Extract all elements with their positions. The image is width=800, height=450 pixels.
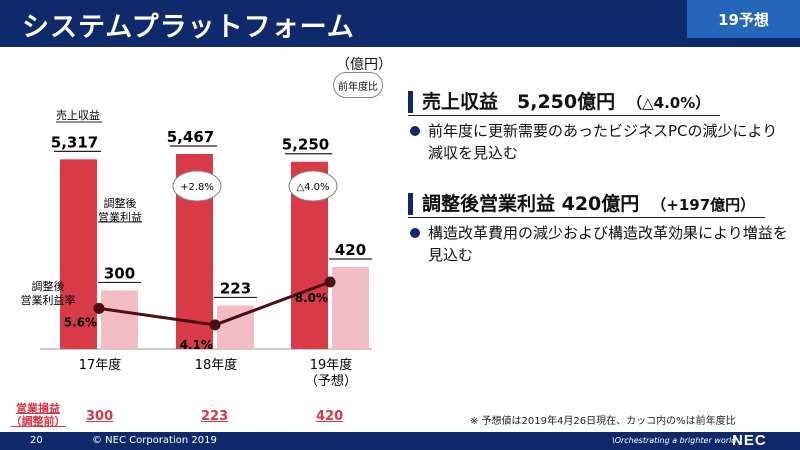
- margin-point-0: [93, 302, 105, 314]
- revenue-headline-sub: （△4.0%）: [627, 94, 711, 112]
- yoy-bubble-text-0: +2.8%: [180, 182, 214, 193]
- forecast-note: ※ 予想値は2019年4月26日現在、カッコ内の%は前年度比: [470, 416, 736, 427]
- profit-bullet: 構造改革費用の減少および構造改革効果により増益を見込む: [408, 222, 788, 266]
- margin-series-label-1: 営業利益率: [21, 293, 76, 307]
- profit-value-1: 223: [220, 279, 251, 297]
- category-sub-label-2: （予想）: [305, 373, 357, 389]
- page-title: システムプラットフォーム: [22, 12, 355, 43]
- profit-series-label-0: 調整後: [104, 196, 137, 210]
- margin-point-2: [324, 276, 336, 288]
- operating-income-label: 営業損益 （調整前）: [10, 402, 66, 428]
- unit-label: （億円）: [336, 57, 392, 73]
- yoy-bubble-0: [172, 170, 222, 202]
- margin-value-1: 4.1%: [180, 338, 213, 352]
- category-label-1: 18年度: [195, 357, 238, 373]
- operating-income-19: 420: [316, 409, 344, 424]
- revenue-bar-2: [291, 161, 328, 349]
- profit-series-label-1: 営業利益: [98, 210, 142, 224]
- margin-value-2: 8.0%: [295, 291, 328, 305]
- yoy-legend: 前年度比: [333, 72, 383, 98]
- margin-series-label-0: 調整後: [32, 279, 65, 293]
- bullet-icon: [410, 126, 420, 136]
- margin-point-1: [209, 319, 221, 331]
- revenue-headline: 売上収益 5,250億円 （△4.0%）: [408, 88, 721, 116]
- forecast-tag: 19予想: [687, 0, 800, 38]
- profit-value-0: 300: [104, 264, 135, 282]
- revenue-value-2: 5,250: [282, 136, 329, 154]
- yoy-bubble-text-1: △4.0%: [296, 182, 329, 193]
- footer: 20 © NEC Corporation 2019 \Orchestrating…: [0, 432, 800, 450]
- revenue-headline-text: 売上収益 5,250億円: [422, 91, 616, 113]
- revenue-bullet-text: 前年度に更新需要のあったビジネスPCの減少により減収を見込む: [428, 122, 778, 162]
- header-bar: システムプラットフォーム 19予想: [0, 0, 800, 47]
- category-label-0: 17年度: [79, 357, 122, 373]
- profit-headline: 調整後営業利益 420億円 （+197億円）: [408, 190, 766, 218]
- revenue-value-0: 5,317: [51, 133, 98, 151]
- category-label-2: 19年度: [310, 357, 353, 373]
- yoy-bubble-1: [288, 170, 338, 202]
- profit-bar-2: [332, 267, 369, 349]
- revenue-bar-1: [176, 154, 213, 349]
- page-number: 20: [30, 435, 43, 446]
- margin-value-0: 5.6%: [64, 315, 97, 329]
- copyright: © NEC Corporation 2019: [92, 435, 217, 446]
- profit-value-2: 420: [335, 241, 366, 259]
- revenue-bullet: 前年度に更新需要のあったビジネスPCの減少により減収を見込む: [408, 120, 788, 164]
- revenue-value-1: 5,467: [167, 128, 214, 146]
- operating-income-17: 300: [86, 409, 114, 424]
- slogan: \Orchestrating a brighter world: [612, 436, 737, 445]
- profit-bullet-text: 構造改革費用の減少および構造改革効果により増益を見込む: [428, 224, 788, 264]
- revenue-bar-0: [60, 159, 97, 349]
- bullet-icon: [410, 228, 420, 238]
- profit-bar-1: [217, 305, 254, 349]
- revenue-series-label: 売上収益: [56, 108, 100, 122]
- margin-line: [98, 280, 331, 327]
- profit-bar-0: [101, 290, 138, 349]
- summary-panel: 売上収益 5,250億円 （△4.0%） 前年度に更新需要のあったビジネスPCの減…: [408, 88, 788, 266]
- operating-income-18: 223: [201, 409, 229, 424]
- profit-headline-sub: （+197億円）: [651, 196, 756, 214]
- nec-logo: NEC: [732, 432, 767, 449]
- profit-headline-text: 調整後営業利益 420億円: [422, 193, 640, 215]
